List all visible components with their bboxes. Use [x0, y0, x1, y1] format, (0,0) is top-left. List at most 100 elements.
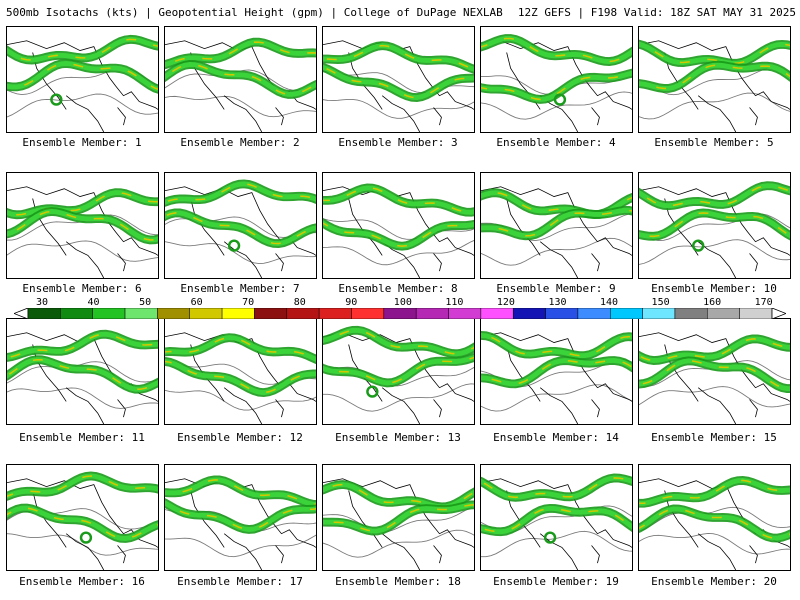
ensemble-member-label: Ensemble Member: 4: [496, 136, 616, 149]
height-contour: [165, 241, 316, 265]
height-contour: [639, 506, 790, 532]
coastline: [323, 40, 474, 132]
jet-max: [639, 43, 790, 65]
colorbar-tick-label: 170: [754, 297, 773, 308]
ensemble-member-map: [164, 26, 317, 133]
colorbar-swatch: [27, 308, 61, 319]
jet-stream-band: [165, 60, 316, 99]
ensemble-member-label: Ensemble Member: 8: [338, 282, 458, 295]
ensemble-member-map: [6, 172, 159, 279]
map-plot: [7, 34, 158, 132]
jet-max: [165, 360, 316, 394]
ensemble-member-map: [322, 172, 475, 279]
height-contour: [165, 534, 316, 558]
jet-max: [639, 508, 790, 539]
jet-stream-core: [7, 209, 158, 243]
model-run-valid-time: 12Z GEFS | F198 Valid: 18Z SAT MAY 31 20…: [517, 6, 796, 19]
ensemble-member-label: Ensemble Member: 3: [338, 136, 458, 149]
map-plot: [323, 40, 474, 132]
map-plot: [165, 37, 316, 132]
height-contour: [481, 237, 632, 266]
jet-max: [481, 191, 632, 216]
ensemble-member-label: Ensemble Member: 5: [654, 136, 774, 149]
map-plot: [481, 331, 632, 424]
cutoff-low: [227, 239, 241, 252]
map-plot: [165, 179, 316, 278]
ensemble-member-map: [638, 464, 791, 571]
ensemble-member-map: [480, 26, 633, 133]
cutoff-low: [366, 385, 379, 398]
jet-max: [7, 358, 158, 391]
coastline: [323, 186, 474, 278]
colorbar-tick-label: 150: [651, 297, 670, 308]
coastline: [639, 478, 790, 570]
height-contour: [639, 92, 790, 120]
map-plot: [323, 325, 474, 424]
ensemble-member-map: [6, 464, 159, 571]
ensemble-member-map: [6, 318, 159, 425]
colorbar-swatch: [92, 308, 126, 319]
ensemble-member-map: [322, 318, 475, 425]
ensemble-member-label: Ensemble Member: 20: [651, 575, 777, 588]
colorbar-swatch: [577, 308, 611, 319]
jet-max: [165, 479, 316, 506]
ensemble-member-map: [480, 464, 633, 571]
height-contour: [323, 383, 474, 412]
map-plot: [323, 183, 474, 278]
jet-max: [481, 359, 632, 385]
jet-stream-band: [639, 60, 790, 93]
map-plot: [481, 34, 632, 132]
height-contour: [7, 240, 158, 262]
colorbar-swatch: [351, 308, 385, 319]
ensemble-member-label: Ensemble Member: 17: [177, 575, 303, 588]
colorbar-swatch: [480, 308, 514, 319]
jet-max: [323, 356, 474, 384]
jet-max: [323, 329, 474, 355]
height-contour: [323, 529, 474, 558]
ensemble-member-label: Ensemble Member: 6: [22, 282, 142, 295]
ensemble-member-label: Ensemble Member: 9: [496, 282, 616, 295]
colorbar-tick-label: 110: [445, 297, 464, 308]
jet-max: [7, 507, 158, 540]
jet-max: [639, 212, 790, 238]
jet-stream-core: [7, 331, 158, 360]
colorbar-swatch: [448, 308, 482, 319]
colorbar-tick-label: 30: [35, 297, 49, 308]
coastline: [165, 332, 316, 424]
colorbar-swatch: [739, 308, 773, 319]
jet-stream-core: [165, 181, 316, 205]
coastline: [165, 478, 316, 570]
colorbar-tick-label: 70: [242, 297, 255, 308]
colorbar-swatch: [707, 308, 740, 319]
ensemble-member-label: Ensemble Member: 10: [651, 282, 777, 295]
height-contour: [7, 93, 158, 118]
height-contour: [165, 95, 316, 118]
ensemble-member-map: [6, 26, 159, 133]
ensemble-member-label: Ensemble Member: 2: [180, 136, 300, 149]
coastline: [7, 478, 158, 570]
height-contour: [639, 239, 790, 265]
jet-max: [639, 64, 790, 90]
jet-max: [639, 360, 790, 390]
ensemble-member-map: [638, 172, 791, 279]
jet-max: [323, 222, 474, 247]
colorbar-scale: [14, 308, 786, 319]
map-plot: [7, 329, 158, 424]
map-plot: [639, 181, 790, 278]
ensemble-member-map: [164, 464, 317, 571]
colorbar-right-arrow: [771, 308, 786, 319]
jet-max: [165, 502, 316, 531]
colorbar-tick-label: 100: [393, 297, 412, 308]
ensemble-member-label: Ensemble Member: 12: [177, 431, 303, 444]
jet-max: [323, 66, 474, 99]
colorbar-swatch: [545, 308, 579, 319]
height-contour: [481, 91, 632, 120]
ensemble-member-map: [480, 172, 633, 279]
height-contour: [7, 361, 158, 384]
height-contour: [323, 240, 474, 266]
colorbar-swatch: [318, 308, 352, 319]
ensemble-member-label: Ensemble Member: 14: [493, 431, 619, 444]
colorbar-swatch: [642, 308, 676, 319]
map-plot: [481, 186, 632, 278]
cutoff-low: [692, 239, 705, 252]
